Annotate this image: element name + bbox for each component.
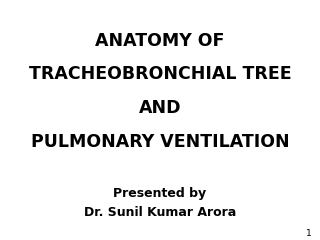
Text: TRACHEOBRONCHIAL TREE: TRACHEOBRONCHIAL TREE bbox=[29, 66, 291, 84]
Text: AND: AND bbox=[139, 99, 181, 117]
Text: Dr. Sunil Kumar Arora: Dr. Sunil Kumar Arora bbox=[84, 206, 236, 219]
Text: 1: 1 bbox=[306, 228, 312, 238]
Text: PULMONARY VENTILATION: PULMONARY VENTILATION bbox=[31, 132, 289, 151]
Text: Presented by: Presented by bbox=[113, 187, 207, 200]
Text: ANATOMY OF: ANATOMY OF bbox=[95, 32, 225, 50]
